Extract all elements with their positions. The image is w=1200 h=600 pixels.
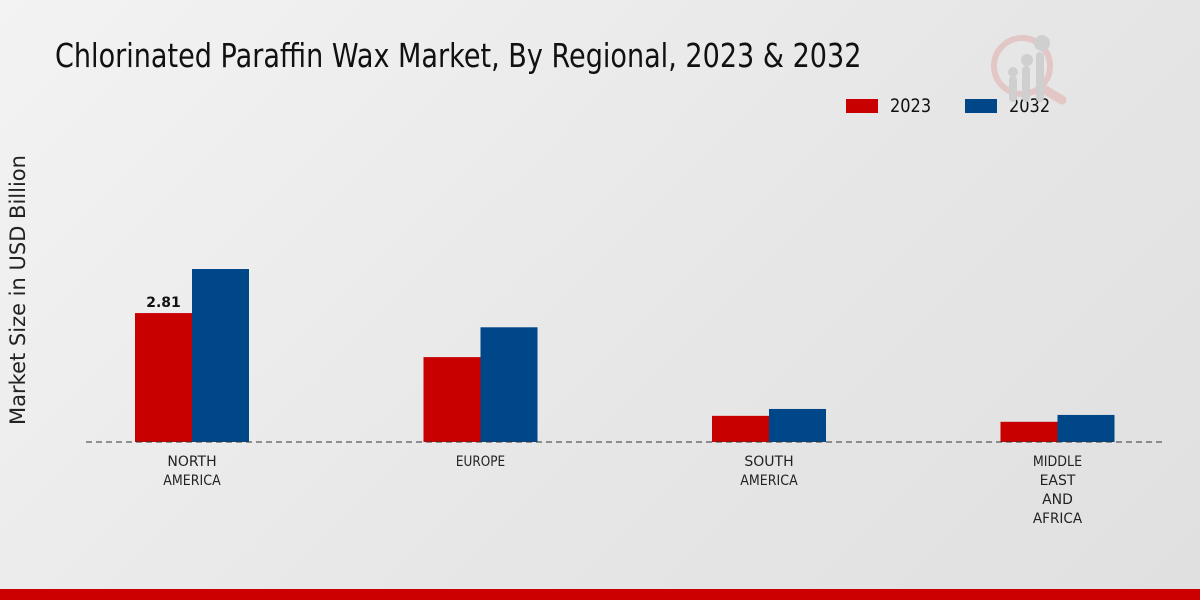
data-label: 2.81 xyxy=(146,295,181,311)
x-tick-label: NORTH xyxy=(167,454,216,470)
bar-2023-0 xyxy=(135,313,192,442)
x-tick-label: EAST xyxy=(1040,473,1076,489)
x-tick-label: AND xyxy=(1042,492,1073,508)
bar-2032-3 xyxy=(1057,414,1115,442)
x-tick-label: EUROPE xyxy=(456,454,505,470)
bottom-accent-bar xyxy=(0,589,1200,600)
bar-2032-2 xyxy=(769,408,826,442)
x-tick-label: AFRICA xyxy=(1033,511,1083,527)
bar-2032-0 xyxy=(192,269,249,442)
bar-2032-1 xyxy=(480,327,538,442)
legend-swatch-2032 xyxy=(965,99,997,113)
watermark-logo-icon xyxy=(991,35,1067,105)
chart-title: Chlorinated Paraffin Wax Market, By Regi… xyxy=(55,36,862,75)
bar-2023-3 xyxy=(1000,421,1058,442)
bar-2023-2 xyxy=(712,415,769,442)
x-tick-label: SOUTH xyxy=(744,454,793,470)
legend-item-2023: 2023 xyxy=(846,95,938,117)
legend-swatch-2023 xyxy=(846,99,878,113)
x-tick-label: AMERICA xyxy=(163,473,221,489)
legend-label-2023: 2023 xyxy=(890,95,932,117)
x-tick-label: AMERICA xyxy=(740,473,798,489)
bar-2023-1 xyxy=(423,357,481,442)
x-tick-label: MIDDLE xyxy=(1033,454,1082,470)
